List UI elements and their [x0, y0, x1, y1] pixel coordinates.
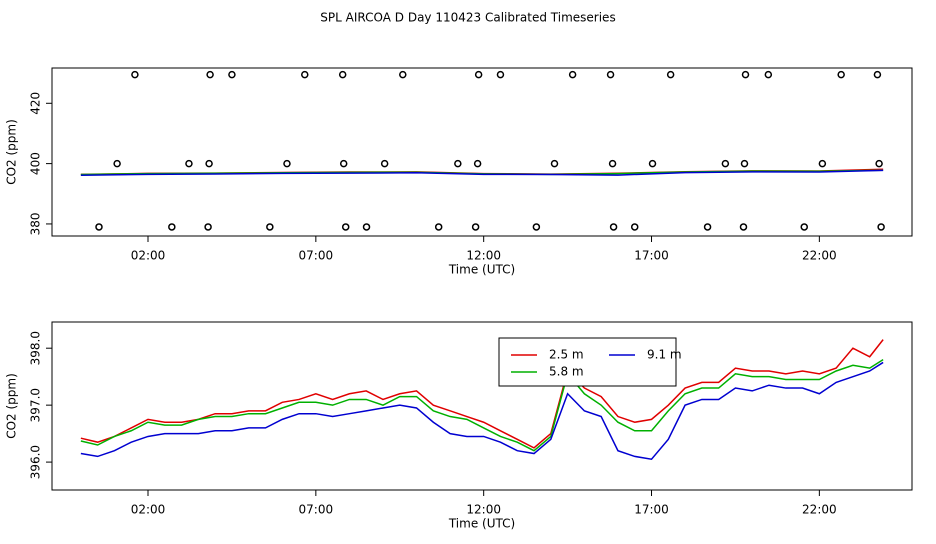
legend-label: 5.8 m	[549, 365, 584, 379]
chart-title: SPL AIRCOA D Day 110423 Calibrated Times…	[320, 11, 615, 25]
y-tick-label: 380	[29, 212, 43, 235]
x-axis-label: Time (UTC)	[448, 263, 515, 277]
plot-frame	[51, 67, 913, 237]
flag-point	[721, 159, 730, 168]
flag-point	[496, 70, 505, 79]
flag-point	[739, 223, 748, 231]
flag-point	[630, 223, 639, 231]
flag-point	[205, 159, 213, 168]
flag-point	[380, 159, 389, 168]
flag-point	[228, 70, 236, 79]
x-tick-label: 02:00	[131, 503, 166, 517]
flag-point	[113, 159, 121, 168]
flag-point	[341, 223, 350, 231]
flag-point	[473, 159, 482, 168]
x-tick-label: 02:00	[131, 249, 166, 263]
flag-point	[764, 70, 773, 79]
legend-box	[498, 337, 677, 387]
flag-point	[609, 223, 618, 231]
flag-point	[185, 159, 193, 168]
flag-point	[168, 223, 176, 231]
flag-point	[740, 159, 749, 168]
flag-point	[362, 223, 371, 231]
flag-point	[454, 159, 462, 168]
flag-point	[837, 70, 845, 79]
flag-point	[800, 223, 808, 231]
flag-point	[608, 159, 617, 168]
x-tick-label: 07:00	[299, 249, 334, 263]
y-axis-label: CO2 (ppm)	[5, 373, 19, 439]
flag-point	[741, 70, 750, 79]
legend-label: 9.1 m	[647, 348, 682, 362]
x-axis-label: Time (UTC)	[448, 517, 515, 531]
flag-point	[818, 159, 827, 168]
flag-point	[338, 70, 347, 79]
series-line	[80, 169, 884, 176]
legend-label: 2.5 m	[549, 348, 584, 362]
x-tick-label: 17:00	[634, 503, 669, 517]
flag-point	[532, 223, 541, 231]
flag-point	[666, 70, 675, 79]
x-tick-label: 07:00	[299, 503, 334, 517]
flag-point	[877, 223, 885, 231]
y-tick-label: 420	[29, 92, 43, 115]
flag-point	[206, 70, 214, 79]
x-tick-label: 22:00	[802, 503, 837, 517]
flag-point	[606, 70, 615, 79]
y-tick-label: 398.0	[29, 331, 43, 365]
flag-point	[283, 159, 291, 168]
x-tick-label: 12:00	[466, 503, 501, 517]
flag-point	[301, 70, 309, 79]
y-axis-label: CO2 (ppm)	[5, 119, 19, 185]
flag-point	[873, 70, 882, 79]
series-line	[80, 339, 884, 449]
flag-point	[95, 223, 103, 231]
flag-point	[875, 159, 883, 168]
y-tick-label: 400	[29, 152, 43, 175]
flag-point	[399, 70, 407, 79]
x-tick-label: 12:00	[466, 249, 501, 263]
flag-point	[474, 70, 483, 79]
flag-point	[434, 223, 443, 231]
series-line	[80, 361, 884, 461]
flag-point	[550, 159, 559, 168]
y-tick-label: 396.0	[29, 445, 43, 479]
flag-point	[648, 159, 657, 168]
flag-point	[266, 223, 274, 231]
flag-point	[703, 223, 712, 231]
flag-point	[339, 159, 348, 168]
flag-point	[131, 70, 139, 79]
x-tick-label: 22:00	[802, 249, 837, 263]
y-tick-label: 397.0	[29, 388, 43, 422]
flag-point	[204, 223, 212, 231]
series-line	[80, 358, 884, 452]
flag-point	[568, 70, 577, 79]
flag-point	[471, 223, 480, 231]
plot-frame	[51, 321, 913, 491]
x-tick-label: 17:00	[634, 249, 669, 263]
